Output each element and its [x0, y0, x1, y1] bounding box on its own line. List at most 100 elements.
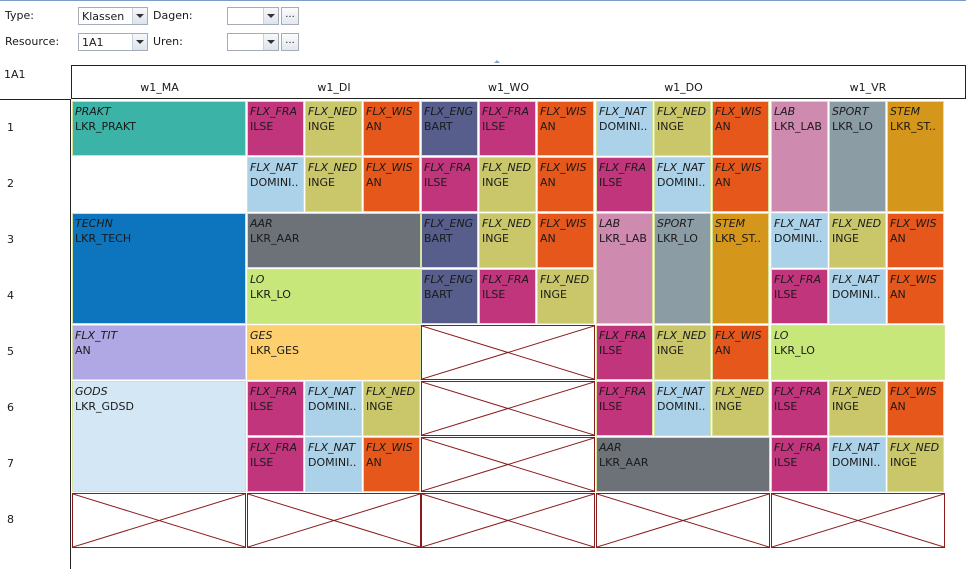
lesson-block[interactable]: FLX_NED INGE [654, 101, 711, 156]
empty-slot[interactable] [421, 493, 595, 548]
lesson-block[interactable]: FLX_WIS AN [887, 381, 944, 436]
dagen-combobox[interactable] [227, 7, 279, 25]
lesson-block[interactable]: LAB LKR_LAB [771, 101, 828, 212]
lesson-block[interactable]: LO LKR_LO [247, 269, 421, 324]
lesson-block[interactable]: FLX_WIS AN [363, 437, 420, 492]
lesson-subject: FLX_FRA [599, 161, 646, 174]
lesson-teacher: LKR_TECH [75, 232, 132, 245]
chevron-down-icon[interactable] [263, 34, 278, 50]
day-header-w1_di[interactable]: w1_DI [247, 65, 421, 99]
lesson-block[interactable]: FLX_WIS AN [712, 101, 769, 156]
lesson-block[interactable]: FLX_WIS AN [363, 157, 420, 212]
lesson-block[interactable]: FLX_FRA ILSE [771, 437, 828, 492]
lesson-block[interactable]: FLX_NED INGE [479, 157, 536, 212]
lesson-block[interactable]: FLX_NED INGE [537, 269, 594, 324]
empty-slot[interactable] [421, 325, 595, 380]
lesson-teacher: INGE [832, 232, 859, 245]
day-header-w1_vr[interactable]: w1_VR [771, 65, 966, 99]
lesson-block[interactable]: FLX_NED INGE [305, 101, 362, 156]
lesson-subject: FLX_FRA [599, 329, 646, 342]
lesson-block[interactable]: FLX_NAT DOMINI.. [771, 213, 828, 268]
lesson-block[interactable]: FLX_WIS AN [537, 157, 594, 212]
lesson-block[interactable]: FLX_NAT DOMINI.. [247, 157, 304, 212]
lesson-block[interactable]: FLX_FRA ILSE [421, 157, 478, 212]
lesson-block[interactable]: FLX_TIT AN [72, 325, 246, 380]
empty-slot[interactable] [247, 493, 421, 548]
lesson-block[interactable]: FLX_FRA ILSE [247, 437, 304, 492]
lesson-subject: GES [250, 329, 273, 342]
lesson-block[interactable]: FLX_ENG BART [421, 269, 478, 324]
lesson-block[interactable]: FLX_NED INGE [479, 213, 536, 268]
lesson-block[interactable]: FLX_ENG BART [421, 213, 478, 268]
lesson-block[interactable]: FLX_WIS AN [887, 269, 944, 324]
lesson-block[interactable]: LAB LKR_LAB [596, 213, 653, 324]
lesson-block[interactable]: FLX_NAT DOMINI.. [829, 437, 886, 492]
lesson-block[interactable]: FLX_NAT DOMINI.. [305, 437, 362, 492]
type-combobox[interactable]: Klassen [78, 7, 148, 25]
lesson-block[interactable]: PRAKT LKR_PRAKT [72, 101, 246, 156]
lesson-block[interactable]: FLX_FRA ILSE [771, 269, 828, 324]
empty-slot[interactable] [72, 493, 246, 548]
cross-line [248, 494, 420, 547]
lesson-block[interactable]: FLX_NED INGE [887, 437, 944, 492]
lesson-block[interactable]: FLX_FRA ILSE [596, 157, 653, 212]
day-header-w1_wo[interactable]: w1_WO [421, 65, 596, 99]
lesson-block[interactable]: FLX_FRA ILSE [247, 101, 304, 156]
dagen-more-button[interactable]: ... [281, 7, 299, 25]
empty-slot[interactable] [596, 493, 770, 548]
lesson-block[interactable]: FLX_WIS AN [887, 213, 944, 268]
lesson-block[interactable]: GODS LKR_GDSD [72, 381, 246, 492]
empty-slot[interactable] [421, 381, 595, 436]
lesson-teacher: LKR_ST.. [715, 232, 761, 245]
day-header-w1_ma[interactable]: w1_MA [71, 65, 247, 99]
lesson-block[interactable]: FLX_NED INGE [654, 325, 711, 380]
lesson-teacher: LKR_LO [774, 344, 815, 357]
lesson-block[interactable]: FLX_WIS AN [712, 157, 769, 212]
empty-slot[interactable] [771, 493, 945, 548]
lesson-block[interactable]: FLX_WIS AN [537, 101, 594, 156]
panel-splitter-handle[interactable] [494, 60, 500, 63]
lesson-block[interactable]: FLX_NAT DOMINI.. [596, 101, 653, 156]
lesson-block[interactable]: AAR LKR_AAR [596, 437, 770, 492]
lesson-block[interactable]: STEM LKR_ST.. [712, 213, 769, 324]
chevron-down-icon[interactable] [132, 8, 147, 24]
lesson-block[interactable]: STEM LKR_ST.. [887, 101, 944, 212]
lesson-block[interactable]: FLX_FRA ILSE [596, 381, 653, 436]
lesson-block[interactable]: GES LKR_GES [247, 325, 421, 380]
lesson-block[interactable]: FLX_NED INGE [829, 381, 886, 436]
resource-combobox[interactable]: 1A1 [78, 33, 148, 51]
lesson-teacher: ILSE [599, 400, 623, 413]
lesson-block[interactable]: FLX_NED INGE [305, 157, 362, 212]
lesson-block[interactable]: TECHN LKR_TECH [72, 213, 246, 324]
lesson-block[interactable]: FLX_WIS AN [712, 325, 769, 380]
lesson-block[interactable]: FLX_WIS AN [537, 213, 594, 268]
lesson-block[interactable]: FLX_WIS AN [363, 101, 420, 156]
empty-slot[interactable] [421, 437, 595, 492]
lesson-block[interactable]: FLX_FRA ILSE [771, 381, 828, 436]
lesson-block[interactable]: FLX_NAT DOMINI.. [654, 157, 711, 212]
lesson-block[interactable]: FLX_NAT DOMINI.. [305, 381, 362, 436]
lesson-block[interactable]: FLX_FRA ILSE [479, 101, 536, 156]
lesson-block[interactable]: FLX_FRA ILSE [596, 325, 653, 380]
chevron-down-icon[interactable] [263, 8, 278, 24]
empty-slot-cross [422, 326, 594, 379]
lesson-block[interactable]: FLX_NED INGE [363, 381, 420, 436]
lesson-block[interactable]: LO LKR_LO [771, 325, 945, 380]
lesson-block[interactable]: SPORT LKR_LO [654, 213, 711, 324]
lesson-teacher: AN [890, 232, 906, 245]
uren-more-button[interactable]: ... [281, 33, 299, 51]
day-header-label: w1_MA [140, 81, 179, 94]
lesson-block[interactable]: FLX_ENG BART [421, 101, 478, 156]
lesson-subject: FLX_FRA [424, 161, 471, 174]
lesson-block[interactable]: AAR LKR_AAR [247, 213, 421, 268]
chevron-down-icon[interactable] [132, 34, 147, 50]
lesson-block[interactable]: FLX_NAT DOMINI.. [829, 269, 886, 324]
lesson-block[interactable]: FLX_NAT DOMINI.. [654, 381, 711, 436]
lesson-block[interactable]: FLX_FRA ILSE [247, 381, 304, 436]
uren-combobox[interactable] [227, 33, 279, 51]
day-header-w1_do[interactable]: w1_DO [596, 65, 771, 99]
lesson-block[interactable]: FLX_NED INGE [712, 381, 769, 436]
lesson-block[interactable]: SPORT LKR_LO [829, 101, 886, 212]
lesson-block[interactable]: FLX_FRA ILSE [479, 269, 536, 324]
lesson-block[interactable]: FLX_NED INGE [829, 213, 886, 268]
